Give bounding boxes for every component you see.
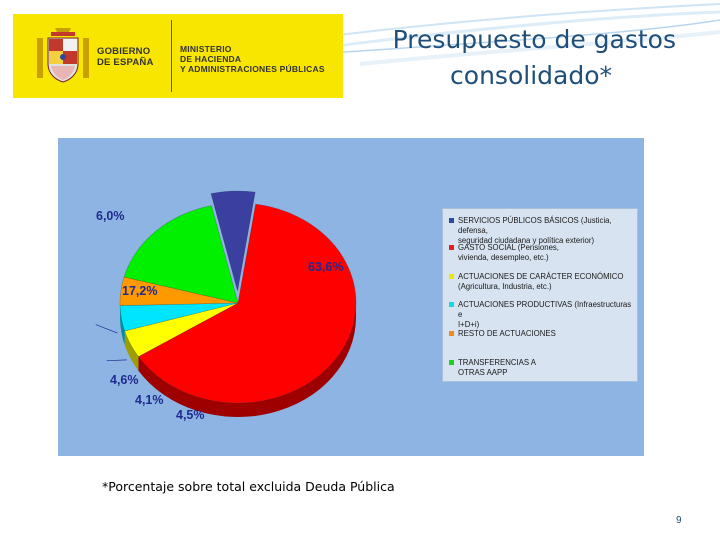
data-label-5: 17,2% (122, 284, 158, 298)
pie-slice-5 (123, 205, 239, 304)
slide-title: Presupuesto de gastos consolidado* (336, 22, 676, 94)
legend-swatch-5 (449, 360, 454, 365)
pie-slice-side-2 (124, 330, 139, 371)
page-number: 9 (676, 515, 682, 526)
data-label-0: 6,0% (96, 209, 125, 223)
legend-text-5-0: TRANSFERENCIAS A (458, 358, 536, 367)
leader-line-2 (106, 359, 127, 362)
legend-item-3: ACTUACIONES PRODUCTIVAS (Infraestructura… (449, 300, 633, 330)
legend-item-0: SERVICIOS PÚBLICOS BÁSICOS (Justicia, de… (449, 216, 633, 246)
pie-slice-4 (119, 276, 239, 306)
pie-slice-side-1 (138, 303, 356, 417)
ministry-label: MINISTERIO DE HACIENDA Y ADMINISTRACIONE… (180, 44, 325, 74)
legend-swatch-0 (449, 218, 454, 223)
header-swoosh-decoration (289, 3, 720, 66)
legend-item-2: ACTUACIONES DE CARÁCTER ECONÓMICO (Agricu… (449, 272, 633, 292)
pie-slice-2 (124, 302, 239, 358)
legend-swatch-4 (449, 331, 454, 336)
legend-item-1: GASTO SOCIAL (Pensiones, vivienda, desemp… (449, 243, 633, 263)
data-label-3: 4,1% (135, 393, 164, 407)
legend-swatch-3 (449, 302, 454, 307)
pie-slice-side-3 (120, 305, 125, 345)
legend-text-3-1: I+D+i) (458, 320, 480, 329)
footnote: *Porcentaje sobre total excluida Deuda P… (102, 479, 395, 494)
legend-text-3-0: ACTUACIONES PRODUCTIVAS (Infraestructura… (458, 300, 632, 319)
leader-line-3 (95, 324, 118, 334)
government-label: GOBIERNO DE ESPAÑA (97, 46, 154, 68)
legend-text-2-0: ACTUACIONES DE CARÁCTER ECONÓMICO (458, 272, 624, 281)
data-label-1: 63,6% (308, 260, 344, 274)
slide-title-line-1: Presupuesto de gastos (392, 25, 676, 54)
legend-text-5-1: OTRAS AAPP (458, 368, 508, 377)
legend-text-4-0: RESTO DE ACTUACIONES (458, 329, 556, 338)
pie-slice-0 (210, 190, 256, 292)
legend-item-5: TRANSFERENCIAS A OTRAS AAPP (449, 358, 633, 378)
legend-text-1-0: GASTO SOCIAL (Pensiones, (458, 243, 559, 252)
legend-text-2-1: (Agricultura, Industria, etc.) (458, 282, 552, 291)
chart-legend: SERVICIOS PÚBLICOS BÁSICOS (Justicia, de… (442, 208, 638, 382)
pie-slice-3 (119, 302, 239, 332)
legend-text-0-0: SERVICIOS PÚBLICOS BÁSICOS (Justicia, de… (458, 216, 612, 235)
legend-swatch-1 (449, 245, 454, 250)
logo-divider (171, 20, 172, 92)
data-label-2: 4,5% (176, 408, 205, 422)
pie-slice-1 (137, 203, 357, 404)
data-label-4: 4,6% (110, 373, 139, 387)
pie-chart (95, 190, 357, 417)
legend-item-4: RESTO DE ACTUACIONES (449, 329, 633, 339)
legend-swatch-2 (449, 274, 454, 279)
government-logo: GOBIERNO DE ESPAÑA MINISTERIO DE HACIEND… (13, 14, 343, 98)
coat-of-arms-icon (37, 28, 89, 83)
slide-title-line-2: consolidado* (450, 61, 612, 90)
legend-text-1-1: vivienda, desempleo, etc.) (458, 253, 549, 262)
legend-text-0-1: seguridad ciudadana y política exterior) (458, 236, 595, 245)
pie-chart-panel: 6,0% 63,6% 4,5% 4,1% 4,6% 17,2% SERVICIOS PÚB… (58, 138, 644, 456)
